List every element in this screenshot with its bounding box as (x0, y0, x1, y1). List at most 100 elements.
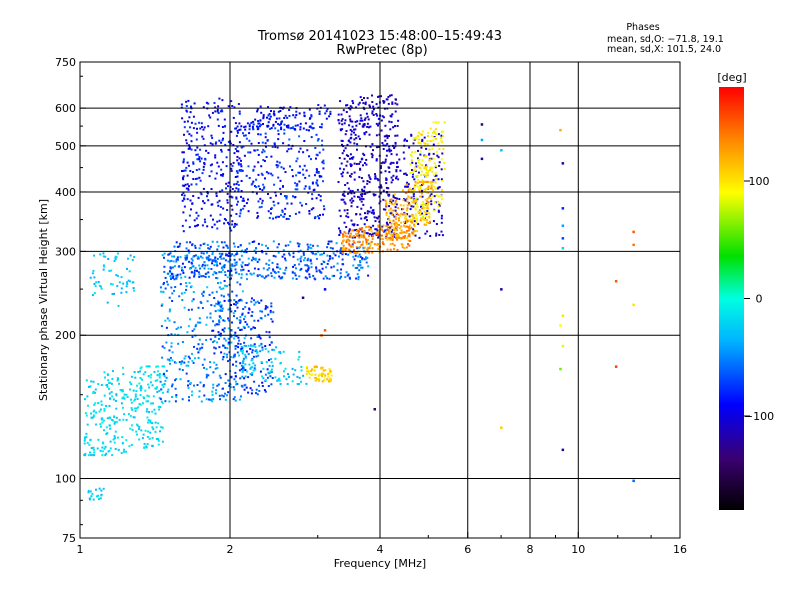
data-point (256, 216, 259, 219)
data-point (98, 410, 101, 413)
data-point (176, 275, 179, 278)
data-point (251, 349, 254, 352)
data-point (344, 133, 347, 136)
data-point (341, 242, 344, 245)
data-point (402, 235, 405, 238)
data-point (243, 344, 246, 347)
data-point (364, 212, 366, 215)
data-point (396, 233, 398, 236)
data-point (370, 211, 373, 214)
data-point (250, 359, 253, 362)
data-point (123, 448, 126, 451)
data-point (114, 430, 117, 433)
data-point (213, 340, 216, 343)
data-point (352, 245, 354, 248)
data-point (151, 410, 154, 413)
data-point (408, 233, 411, 236)
data-point (243, 205, 246, 207)
data-point (415, 162, 417, 165)
data-point (315, 270, 318, 273)
data-point (308, 187, 311, 190)
data-point (273, 114, 276, 117)
data-point (435, 121, 437, 124)
data-point (294, 188, 297, 191)
data-point (84, 436, 86, 439)
data-point (426, 171, 429, 174)
data-point (193, 345, 195, 348)
data-point (359, 246, 362, 249)
data-point (270, 172, 273, 175)
data-point (213, 270, 216, 273)
data-point (92, 392, 95, 394)
data-point (213, 346, 216, 349)
data-point (395, 203, 398, 206)
data-point (409, 163, 412, 165)
data-point (377, 236, 380, 239)
data-point (207, 125, 210, 128)
data-point (227, 337, 230, 340)
data-point (257, 120, 260, 122)
data-point (392, 219, 395, 222)
data-point (206, 316, 209, 319)
data-point (133, 289, 135, 292)
data-point (359, 168, 362, 171)
data-point (116, 285, 119, 288)
data-point (359, 261, 362, 264)
data-point (214, 154, 217, 157)
data-point (387, 232, 390, 235)
data-point (428, 159, 431, 162)
data-point (360, 236, 363, 239)
data-point (322, 372, 325, 375)
data-point (191, 329, 194, 332)
data-point (168, 310, 171, 313)
data-point (222, 131, 225, 134)
data-point (441, 179, 444, 182)
data-point (315, 168, 318, 171)
data-point (380, 162, 383, 165)
data-point (198, 349, 201, 352)
data-point (376, 114, 379, 117)
data-point (276, 160, 279, 163)
data-point (214, 347, 217, 350)
data-point (341, 233, 344, 236)
data-point (257, 122, 260, 125)
data-point (227, 181, 230, 184)
data-point (190, 183, 193, 186)
data-point (353, 235, 356, 238)
data-point (191, 300, 194, 303)
data-point (134, 407, 137, 410)
data-point (277, 351, 280, 354)
data-point (405, 174, 408, 176)
data-point (252, 123, 255, 126)
data-point (241, 371, 244, 373)
data-point (252, 168, 255, 171)
data-point (161, 440, 164, 443)
data-point (421, 192, 423, 195)
data-point (434, 172, 437, 174)
data-point (234, 261, 237, 264)
data-point (393, 232, 395, 235)
data-point (311, 193, 314, 196)
data-point (371, 112, 374, 115)
data-point (248, 262, 251, 265)
data-point (248, 125, 251, 128)
data-point (321, 373, 324, 376)
data-point (362, 240, 364, 243)
data-point (262, 267, 265, 270)
data-point (103, 447, 106, 450)
data-point (302, 173, 305, 176)
data-point (245, 301, 248, 304)
data-point (257, 185, 260, 188)
data-point (403, 231, 406, 234)
data-point (236, 180, 239, 183)
data-point (307, 246, 310, 249)
data-point (437, 205, 440, 208)
phase-info-o: mean, sd,O: −71.8, 19.1 (607, 34, 724, 45)
data-point (362, 125, 365, 128)
y-tick-label: 500 (55, 140, 76, 153)
data-point (321, 366, 324, 369)
data-point (390, 115, 393, 118)
data-point (202, 128, 205, 131)
data-point (361, 195, 363, 198)
